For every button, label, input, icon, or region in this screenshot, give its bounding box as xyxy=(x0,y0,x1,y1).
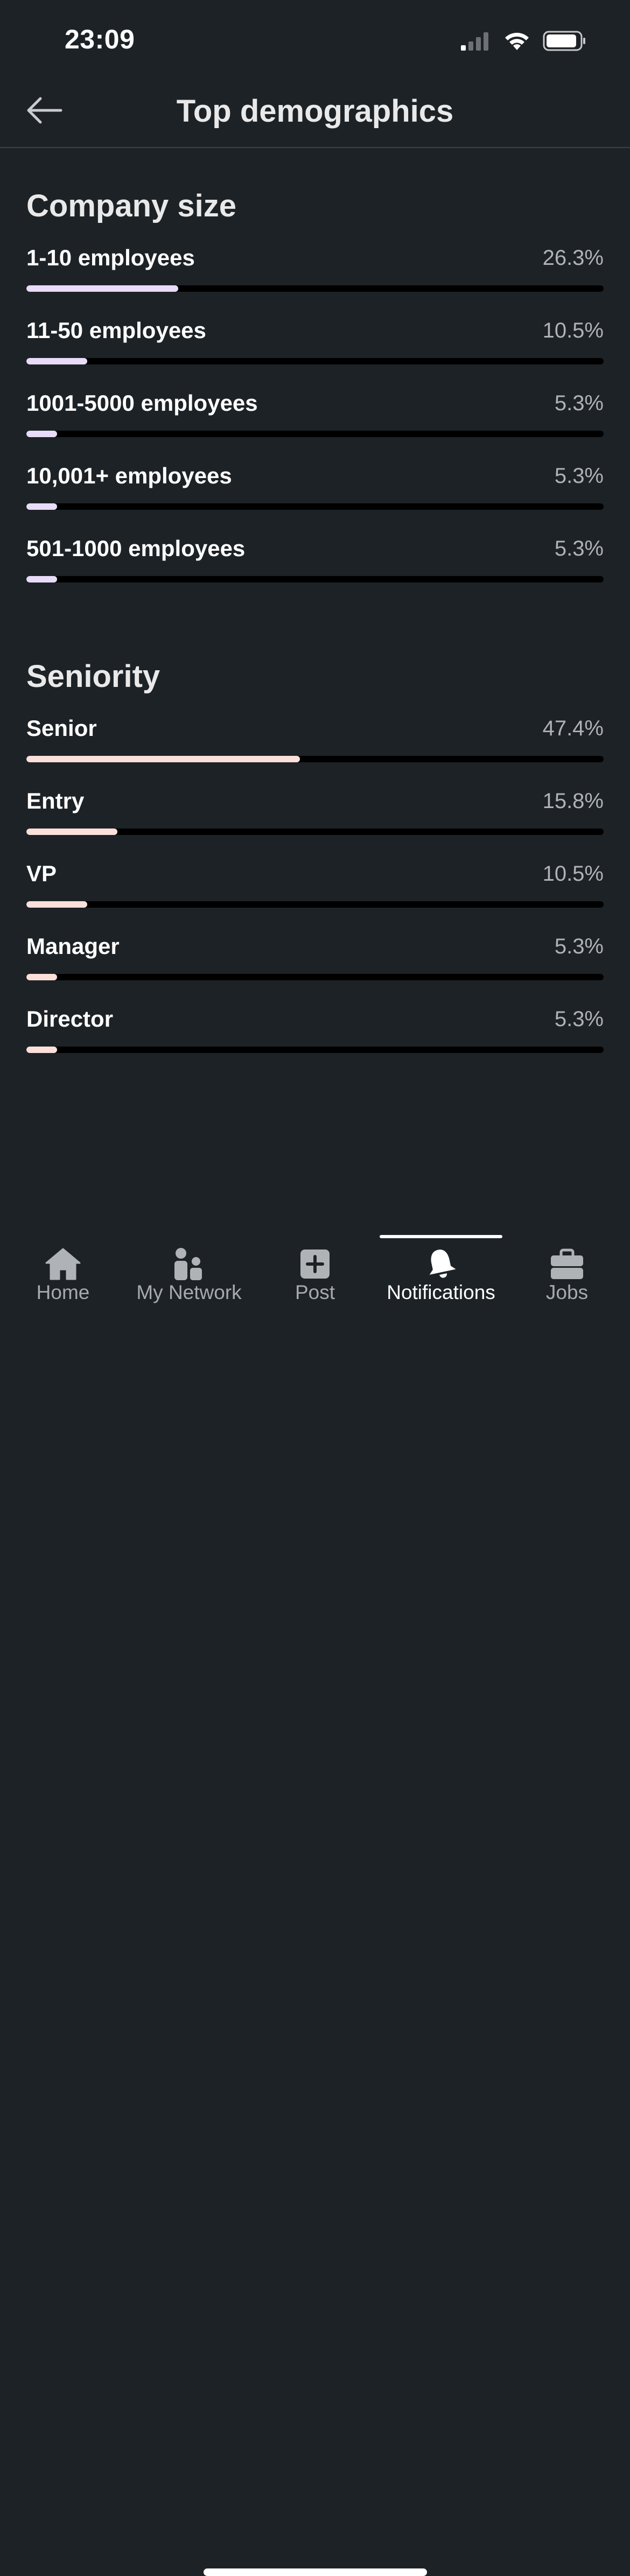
progress-fill xyxy=(26,901,87,908)
list-item: 1-10 employees 26.3% xyxy=(26,243,604,316)
demographics-content: Company size 1-10 employees 26.3% 11-50 … xyxy=(26,148,604,1077)
nav-label: My Network xyxy=(136,1281,242,1303)
progress-fill xyxy=(26,431,57,437)
list-item: 1001-5000 employees 5.3% xyxy=(26,389,604,461)
progress-fill xyxy=(26,756,300,762)
status-time: 23:09 xyxy=(65,24,135,54)
row-percentage: 47.4% xyxy=(542,717,604,740)
list-item: 501-1000 employees 5.3% xyxy=(26,534,604,607)
list-item: Director 5.3% xyxy=(26,1005,604,1077)
nav-item-jobs[interactable]: Jobs xyxy=(504,1227,630,1319)
my-network-icon xyxy=(167,1243,211,1286)
progress-track xyxy=(26,431,604,437)
progress-fill xyxy=(26,974,57,980)
row-percentage: 5.3% xyxy=(554,1007,604,1031)
list-item: VP 10.5% xyxy=(26,859,604,932)
progress-track xyxy=(26,576,604,582)
battery-icon xyxy=(543,30,587,54)
row-percentage: 5.3% xyxy=(554,391,604,415)
progress-track xyxy=(26,503,604,510)
row-percentage: 26.3% xyxy=(542,246,604,270)
bottom-nav: Home My Network Post xyxy=(0,1227,630,2576)
progress-fill xyxy=(26,358,87,364)
list-item: 11-50 employees 10.5% xyxy=(26,316,604,389)
progress-fill xyxy=(26,1047,57,1053)
active-tab-indicator xyxy=(380,1235,502,1238)
progress-fill xyxy=(26,829,118,835)
nav-item-post[interactable]: Post xyxy=(252,1227,378,1319)
progress-track xyxy=(26,756,604,762)
list-item: Manager 5.3% xyxy=(26,932,604,1005)
row-percentage: 10.5% xyxy=(542,862,604,886)
row-percentage: 15.8% xyxy=(542,789,604,813)
nav-label: Post xyxy=(295,1281,335,1303)
row-label: 1001-5000 employees xyxy=(26,390,258,416)
section-title: Company size xyxy=(26,188,236,223)
seniority-section: Seniority Senior 47.4% Entry 15.8% VP 10… xyxy=(26,658,604,1077)
home-icon xyxy=(41,1243,85,1286)
seniority-list: Senior 47.4% Entry 15.8% VP 10.5% Manage… xyxy=(26,714,604,1077)
row-label: 10,001+ employees xyxy=(26,463,232,488)
nav-label: Notifications xyxy=(387,1281,495,1303)
company-size-list: 1-10 employees 26.3% 11-50 employees 10.… xyxy=(26,243,604,607)
company-size-section: Company size 1-10 employees 26.3% 11-50 … xyxy=(26,187,604,607)
header: Top demographics xyxy=(0,81,630,148)
post-plus-icon xyxy=(293,1243,337,1286)
list-item: Entry 15.8% xyxy=(26,787,604,859)
briefcase-icon xyxy=(545,1243,589,1286)
nav-item-notifications[interactable]: Notifications xyxy=(378,1227,504,1319)
status-bar: 23:09 xyxy=(0,0,630,81)
nav-label: Home xyxy=(36,1281,90,1303)
cellular-signal-icon xyxy=(460,31,491,53)
row-label: Manager xyxy=(26,933,120,959)
bell-icon xyxy=(419,1243,463,1286)
back-button[interactable] xyxy=(22,92,67,131)
home-indicator xyxy=(204,2568,427,2576)
progress-fill xyxy=(26,503,57,510)
nav-item-home[interactable]: Home xyxy=(0,1227,126,1319)
row-label: 11-50 employees xyxy=(26,318,206,343)
list-item: Senior 47.4% xyxy=(26,714,604,787)
row-label: Director xyxy=(26,1006,114,1031)
row-percentage: 5.3% xyxy=(554,464,604,488)
row-percentage: 10.5% xyxy=(542,319,604,342)
row-percentage: 5.3% xyxy=(554,537,604,560)
section-title: Seniority xyxy=(26,659,160,694)
row-label: 1-10 employees xyxy=(26,245,195,270)
nav-label: Jobs xyxy=(545,1281,589,1303)
progress-fill xyxy=(26,285,178,292)
arrow-left-icon xyxy=(25,95,63,128)
progress-track xyxy=(26,1047,604,1053)
row-label: 501-1000 employees xyxy=(26,536,246,561)
row-label: Entry xyxy=(26,788,85,813)
status-icons xyxy=(460,30,587,54)
list-item: 10,001+ employees 5.3% xyxy=(26,461,604,534)
wifi-icon xyxy=(503,31,531,54)
nav-item-my-network[interactable]: My Network xyxy=(126,1227,252,1319)
progress-fill xyxy=(26,576,57,582)
progress-track xyxy=(26,901,604,908)
row-percentage: 5.3% xyxy=(554,935,604,958)
progress-track xyxy=(26,829,604,835)
row-label: Senior xyxy=(26,715,97,741)
page-title: Top demographics xyxy=(176,94,454,129)
progress-track xyxy=(26,358,604,364)
progress-track xyxy=(26,974,604,980)
row-label: VP xyxy=(26,861,57,886)
progress-track xyxy=(26,285,604,292)
